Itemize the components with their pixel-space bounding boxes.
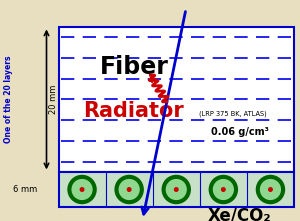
Ellipse shape [118, 179, 140, 200]
Text: (LRP 375 BK, ATLAS): (LRP 375 BK, ATLAS) [199, 111, 267, 117]
Ellipse shape [128, 188, 131, 191]
Ellipse shape [260, 179, 281, 200]
Text: 0.06 g/cm³: 0.06 g/cm³ [211, 127, 269, 137]
Bar [58, 172, 294, 207]
Ellipse shape [67, 175, 97, 204]
Ellipse shape [208, 175, 238, 204]
Ellipse shape [114, 175, 144, 204]
Ellipse shape [256, 175, 285, 204]
Ellipse shape [269, 188, 272, 191]
Text: 20 mm: 20 mm [50, 85, 58, 114]
Text: Fiber: Fiber [99, 55, 168, 79]
Text: Xe/CO₂: Xe/CO₂ [208, 206, 272, 221]
Text: Radiator: Radiator [83, 101, 184, 121]
Ellipse shape [175, 188, 178, 191]
Ellipse shape [213, 179, 234, 200]
Ellipse shape [161, 175, 191, 204]
Text: 6 mm: 6 mm [14, 185, 38, 194]
Ellipse shape [222, 188, 225, 191]
Bar [58, 27, 294, 172]
Ellipse shape [80, 188, 84, 191]
Ellipse shape [71, 179, 93, 200]
Text: One of the 20 layers: One of the 20 layers [4, 56, 14, 143]
Ellipse shape [166, 179, 187, 200]
